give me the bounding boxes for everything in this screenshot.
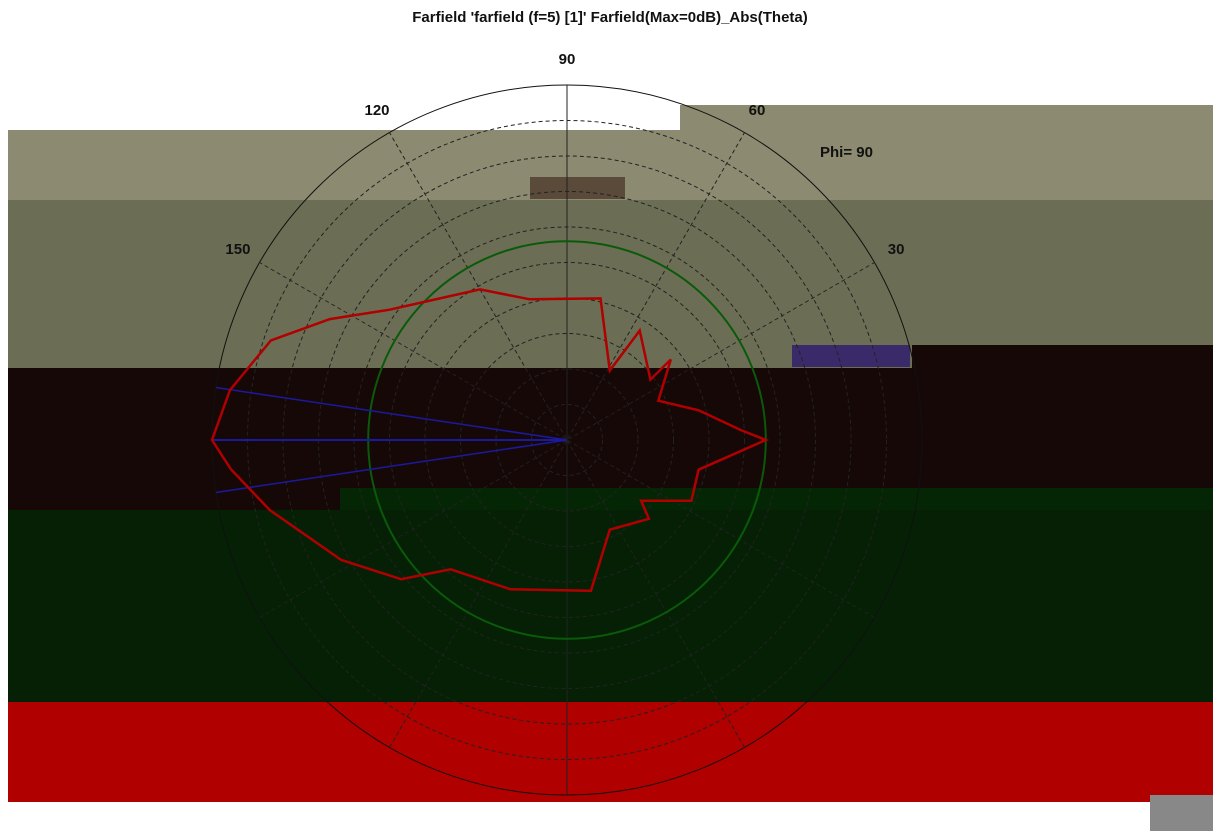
grid-spoke xyxy=(259,262,875,618)
beam-line xyxy=(215,386,568,441)
corruption xyxy=(8,105,1213,831)
angle-tick-label: 60 xyxy=(749,102,766,119)
annotation: Phi= 90 xyxy=(820,144,873,161)
grid-ring xyxy=(495,368,639,512)
angle-tick-label: 150 xyxy=(225,241,250,258)
grid-spoke xyxy=(389,132,745,748)
grid-ring xyxy=(531,404,603,476)
angle-tick-label: 120 xyxy=(364,102,389,119)
grid-ring xyxy=(460,333,674,547)
pattern-curve xyxy=(210,288,770,593)
chart-title: Farfield 'farfield (f=5) [1]' Farfield(M… xyxy=(412,9,808,26)
plot-area xyxy=(210,84,923,796)
beam-line xyxy=(215,439,568,494)
grid-spoke xyxy=(389,132,745,748)
angle-tick-label: 90 xyxy=(559,51,576,68)
angle-tick-label: 30 xyxy=(888,241,905,258)
grid-spoke xyxy=(259,262,875,618)
